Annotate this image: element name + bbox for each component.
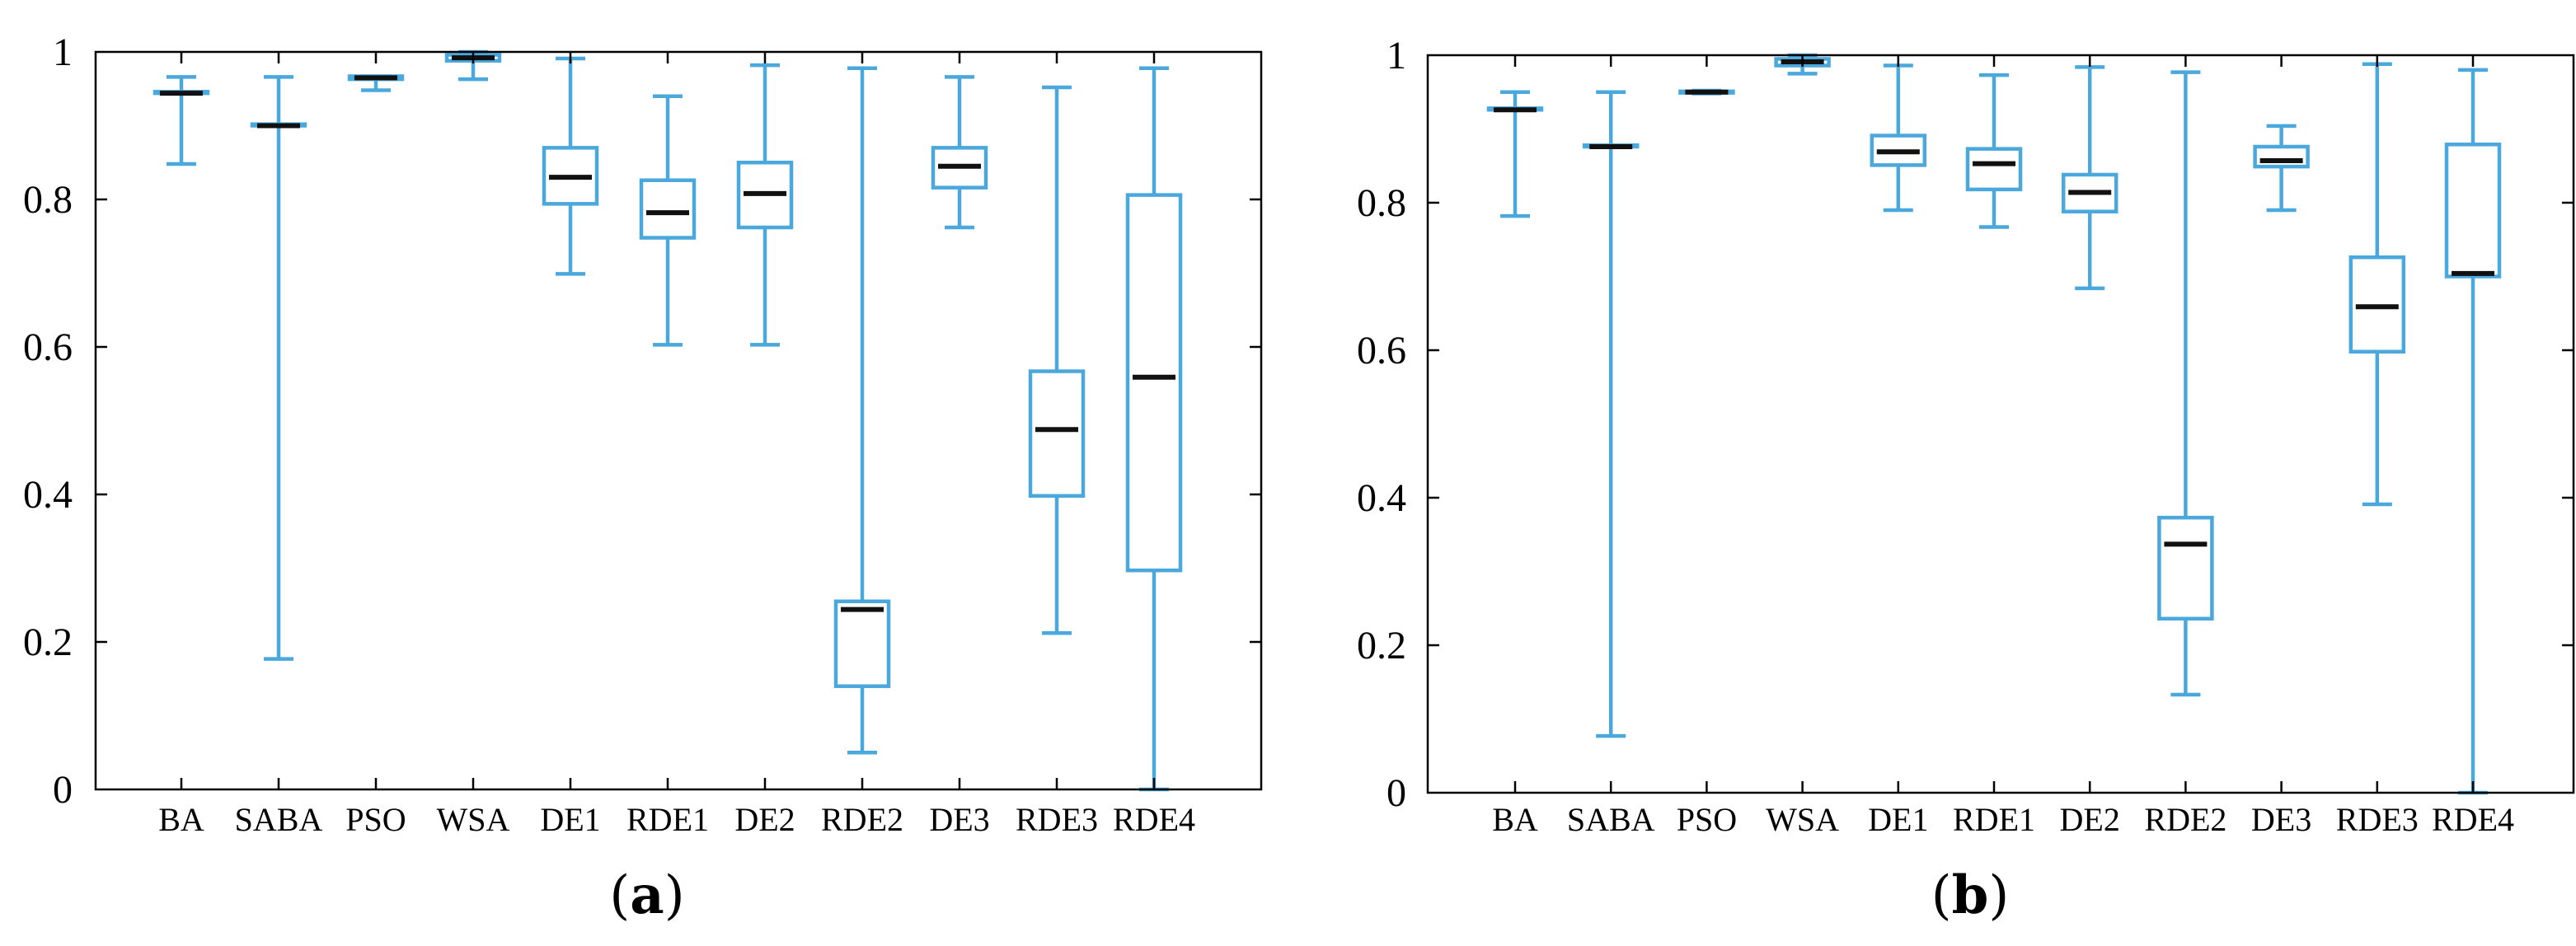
box-a-ba: [152, 75, 210, 166]
panel-label-b-letter: b: [1952, 864, 1989, 926]
x-category-label-a-3: WSA: [437, 801, 510, 838]
x-category-label-a-10: RDE4: [1113, 801, 1195, 838]
box-b-de3: [2253, 124, 2310, 213]
x-category-label-b-0: BA: [1492, 801, 1538, 838]
x-axis-a: BA SABA PSO WSA DE1 RDE1 DE2 RDE2 DE3 RDE3 RDE4: [158, 52, 1195, 838]
boxes-a: [152, 49, 1183, 792]
x-category-label-a-8: DE3: [929, 801, 989, 838]
x-category-label-b-6: DE2: [2060, 801, 2120, 838]
panel-label-a: (a): [609, 864, 684, 926]
box-iqr: [2061, 172, 2119, 213]
axes-frame-a: [94, 50, 1263, 791]
box-b-rde1: [1965, 73, 2023, 229]
x-category-label-b-9: RDE3: [2336, 801, 2419, 838]
x-category-label-a-7: RDE2: [821, 801, 903, 838]
box-b-rde2: [2157, 70, 2214, 697]
x-category-label-b-7: RDE2: [2144, 801, 2226, 838]
box-iqr: [931, 146, 988, 190]
y-tick-label-a-4: 0.8: [23, 178, 73, 222]
x-category-label-b-8: DE3: [2251, 801, 2311, 838]
boxes-b: [1486, 53, 2502, 795]
y-axis-a: 0 0.2 0.4 0.6 0.8 1: [23, 30, 1261, 812]
boxplot-panel-b: 0 0.2 0.4 0.6 0.8 1 BA SABA PSO WSA DE1 RDE1 DE2 RDE…: [1357, 34, 2575, 926]
y-tick-label-b-1: 0.2: [1357, 624, 1406, 667]
box-b-pso: [1678, 88, 1735, 96]
y-tick-label-b-3: 0.6: [1357, 329, 1406, 372]
boxplot-panel-a: 0 0.2 0.4 0.6 0.8 1 BA SABA PSO WSA DE1 RDE1 DE2 RDE…: [23, 30, 1263, 926]
panel-label-a-letter: a: [630, 864, 664, 926]
box-a-rde2: [833, 66, 891, 755]
y-tick-label-b-0: 0: [1387, 771, 1406, 815]
x-category-label-a-9: RDE3: [1016, 801, 1098, 838]
x-category-label-a-4: DE1: [540, 801, 600, 838]
box-iqr: [2157, 515, 2214, 621]
box-a-saba: [250, 75, 307, 661]
x-category-label-b-2: PSO: [1677, 801, 1737, 838]
panel-label-b: (b): [1931, 864, 2010, 926]
y-tick-label-a-1: 0.2: [23, 621, 73, 664]
y-tick-label-a-3: 0.6: [23, 325, 73, 369]
x-axis-b: BA SABA PSO WSA DE1 RDE1 DE2 RDE2 DE3 RDE3 RDE4: [1492, 55, 2514, 838]
box-a-rde4: [1125, 66, 1183, 792]
box-b-rde4: [2444, 68, 2502, 795]
y-tick-label-b-2: 0.4: [1357, 476, 1406, 520]
x-category-label-a-2: PSO: [345, 801, 406, 838]
box-b-de2: [2061, 65, 2119, 291]
box-iqr: [639, 178, 697, 240]
x-category-label-b-1: SABA: [1567, 801, 1655, 838]
box-b-saba: [1582, 90, 1640, 738]
box-a-de3: [931, 75, 988, 230]
box-a-pso: [347, 74, 405, 92]
y-axis-b: 0 0.2 0.4 0.6 0.8 1: [1357, 34, 2574, 815]
x-category-label-a-0: BA: [158, 801, 204, 838]
box-b-rde3: [2348, 62, 2406, 507]
box-iqr: [1870, 133, 1927, 167]
box-iqr: [833, 599, 891, 688]
box-a-de2: [736, 63, 794, 347]
axes-frame-b: [1426, 54, 2575, 794]
box-a-de1: [542, 56, 599, 276]
y-tick-label-b-5: 1: [1387, 34, 1406, 77]
box-iqr: [542, 146, 599, 206]
box-b-de1: [1870, 63, 1927, 213]
box-a-rde1: [639, 94, 697, 347]
x-category-label-a-1: SABA: [235, 801, 323, 838]
x-category-label-a-6: DE2: [734, 801, 795, 838]
box-b-ba: [1486, 90, 1544, 218]
box-iqr: [1125, 193, 1183, 573]
y-tick-label-a-2: 0.4: [23, 473, 73, 517]
x-category-label-b-10: RDE4: [2432, 801, 2514, 838]
box-iqr: [2348, 255, 2406, 354]
x-category-label-b-4: DE1: [1868, 801, 1928, 838]
box-iqr: [1965, 147, 2023, 192]
y-tick-label-a-5: 1: [53, 30, 73, 74]
x-category-label-b-3: WSA: [1766, 801, 1839, 838]
box-a-rde3: [1028, 85, 1086, 635]
y-tick-label-a-0: 0: [53, 768, 73, 812]
box-iqr: [2444, 143, 2502, 279]
x-category-label-a-5: RDE1: [626, 801, 709, 838]
box-iqr: [736, 161, 794, 230]
box-iqr: [2253, 144, 2310, 169]
box-iqr: [1028, 369, 1086, 499]
y-tick-label-b-4: 0.8: [1357, 181, 1406, 225]
x-category-label-b-5: RDE1: [1953, 801, 2035, 838]
